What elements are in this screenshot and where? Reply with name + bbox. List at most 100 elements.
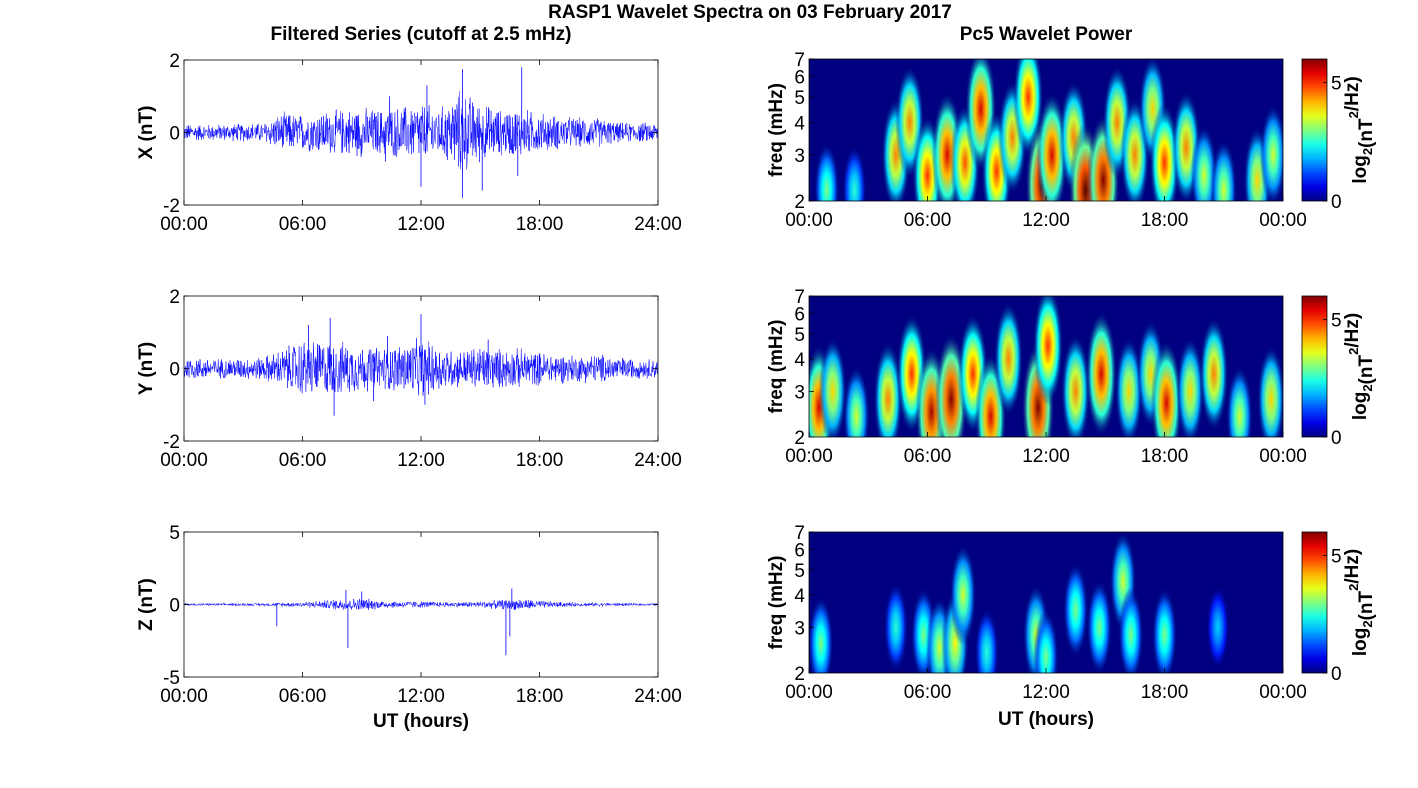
- x-tick-label: 24:00: [634, 686, 682, 707]
- y-tick-label: 2: [169, 287, 180, 308]
- colorbar-tick-label: 5: [1331, 311, 1342, 332]
- y-tick-label: 5: [794, 88, 805, 109]
- x-tick-label: 24:00: [634, 214, 682, 235]
- x-tick-label: 18:00: [516, 686, 564, 707]
- power-blob: [843, 365, 870, 437]
- y-tick-label: 2: [794, 428, 805, 449]
- colorbar-label-part: 2: [1360, 384, 1375, 391]
- signal-trace: [184, 338, 658, 396]
- y-tick-label: 7: [794, 287, 805, 308]
- y-axis-label: Z (nT): [136, 578, 157, 631]
- colorbar-label-part: /Hz): [1342, 313, 1363, 348]
- x-tick-label: 12:00: [1022, 682, 1070, 703]
- colorbar-tick-label: 0: [1331, 192, 1342, 213]
- colorbar-tick-label: 5: [1331, 74, 1342, 95]
- y-tick-label: 4: [794, 586, 805, 607]
- power-blob: [1149, 102, 1180, 201]
- signal-trace: [184, 91, 658, 170]
- power-blob: [873, 342, 903, 437]
- y-axis-label: X (nT): [136, 106, 157, 160]
- x-tick-label: 12:00: [397, 214, 445, 235]
- timeseries-panel-2: -2 0 2 00:00 06:00 12:00 18:00 24:00 Y (nT): [136, 287, 682, 471]
- x-tick-label: 06:00: [279, 214, 327, 235]
- timeseries-panel-1: Filtered Series (cutoff at 2.5 mHz) -2 0 2 0…: [136, 24, 682, 235]
- power-blob: [1210, 139, 1237, 201]
- colorbar-scale: [1301, 531, 1328, 674]
- colorbar-label-part: /Hz): [1342, 549, 1363, 584]
- power-blob: [842, 145, 867, 201]
- y-axis-label: freq (mHz): [766, 556, 787, 650]
- x-tick-label: 00:00: [160, 214, 208, 235]
- x-tick-label: 12:00: [1022, 210, 1070, 231]
- y-tick-label: 5: [794, 561, 805, 582]
- power-blob: [1176, 337, 1204, 437]
- power-blob: [1086, 579, 1112, 673]
- x-tick-label: 06:00: [279, 450, 327, 471]
- colorbar-tick-label: 5: [1331, 547, 1342, 568]
- x-tick-label: 00:00: [1259, 210, 1307, 231]
- power-blob: [1226, 365, 1253, 437]
- power-blob: [1150, 340, 1183, 437]
- panels: Filtered Series (cutoff at 2.5 mHz)-2020…: [136, 24, 1377, 732]
- power-blob: [1032, 296, 1063, 406]
- colorbar-scale: [1301, 295, 1328, 438]
- power-blob: [1199, 317, 1229, 432]
- power-blob: [814, 142, 840, 201]
- colorbar-label: log2(nT2/Hz): [1342, 313, 1377, 420]
- colorbar-label: log2(nT2/Hz): [1342, 549, 1377, 656]
- colorbar-label-part: 2: [1360, 620, 1375, 627]
- x-tick-label: 18:00: [1141, 210, 1189, 231]
- x-tick-label: 18:00: [516, 450, 564, 471]
- x-tick-label: 06:00: [904, 446, 952, 467]
- y-tick-label: 3: [794, 618, 805, 639]
- x-tick-label: 00:00: [785, 682, 833, 703]
- y-tick-label: 2: [794, 192, 805, 213]
- power-blob: [1061, 334, 1091, 437]
- colorbar-label-part: (nT: [1356, 355, 1377, 385]
- y-tick-label: 6: [794, 540, 805, 561]
- colorbar-scale: [1301, 58, 1328, 202]
- timeseries-panel-3: -5 0 5 00:00 06:00 12:00 18:00 24:00 Z (nT) UT (h…: [136, 523, 682, 732]
- heatmap-cells: [809, 296, 1283, 437]
- x-tick-label: 00:00: [160, 450, 208, 471]
- power-blob: [974, 607, 999, 673]
- x-axis-label: UT (hours): [373, 711, 469, 732]
- y-tick-label: 3: [794, 382, 805, 403]
- power-blob: [1190, 124, 1218, 201]
- y-tick-label: -2: [163, 432, 180, 453]
- x-tick-label: 12:00: [1022, 446, 1070, 467]
- power-blob: [949, 543, 977, 646]
- x-tick-label: 06:00: [279, 686, 327, 707]
- x-tick-label: 00:00: [160, 686, 208, 707]
- power-blob: [883, 582, 908, 673]
- y-tick-label: 0: [169, 596, 180, 617]
- power-blob: [994, 301, 1023, 416]
- x-tick-label: 06:00: [904, 682, 952, 703]
- power-blob: [809, 595, 834, 673]
- y-tick-label: 4: [794, 350, 805, 371]
- figure-title: RASP1 Wavelet Spectra on 03 February 201…: [548, 2, 952, 23]
- y-tick-label: 5: [169, 523, 180, 544]
- power-blob: [1118, 587, 1144, 673]
- y-tick-label: 3: [794, 146, 805, 167]
- y-tick-label: 2: [169, 51, 180, 72]
- power-blob: [1033, 609, 1059, 673]
- colorbar-label-part: 2: [1346, 111, 1361, 118]
- power-blob: [1259, 104, 1283, 201]
- colorbar-label-part: 2: [1360, 148, 1375, 155]
- y-tick-label: -2: [163, 196, 180, 217]
- timeseries-title: Filtered Series (cutoff at 2.5 mHz): [271, 24, 572, 45]
- y-tick-label: 4: [794, 113, 805, 134]
- x-tick-label: 12:00: [397, 686, 445, 707]
- y-axis-label: freq (mHz): [766, 320, 787, 414]
- colorbar-label-part: 2: [1346, 348, 1361, 355]
- colorbar-label-part: log: [1350, 392, 1371, 421]
- power-blob: [1206, 585, 1230, 670]
- y-tick-label: 0: [169, 360, 180, 381]
- x-tick-label: 18:00: [1141, 446, 1189, 467]
